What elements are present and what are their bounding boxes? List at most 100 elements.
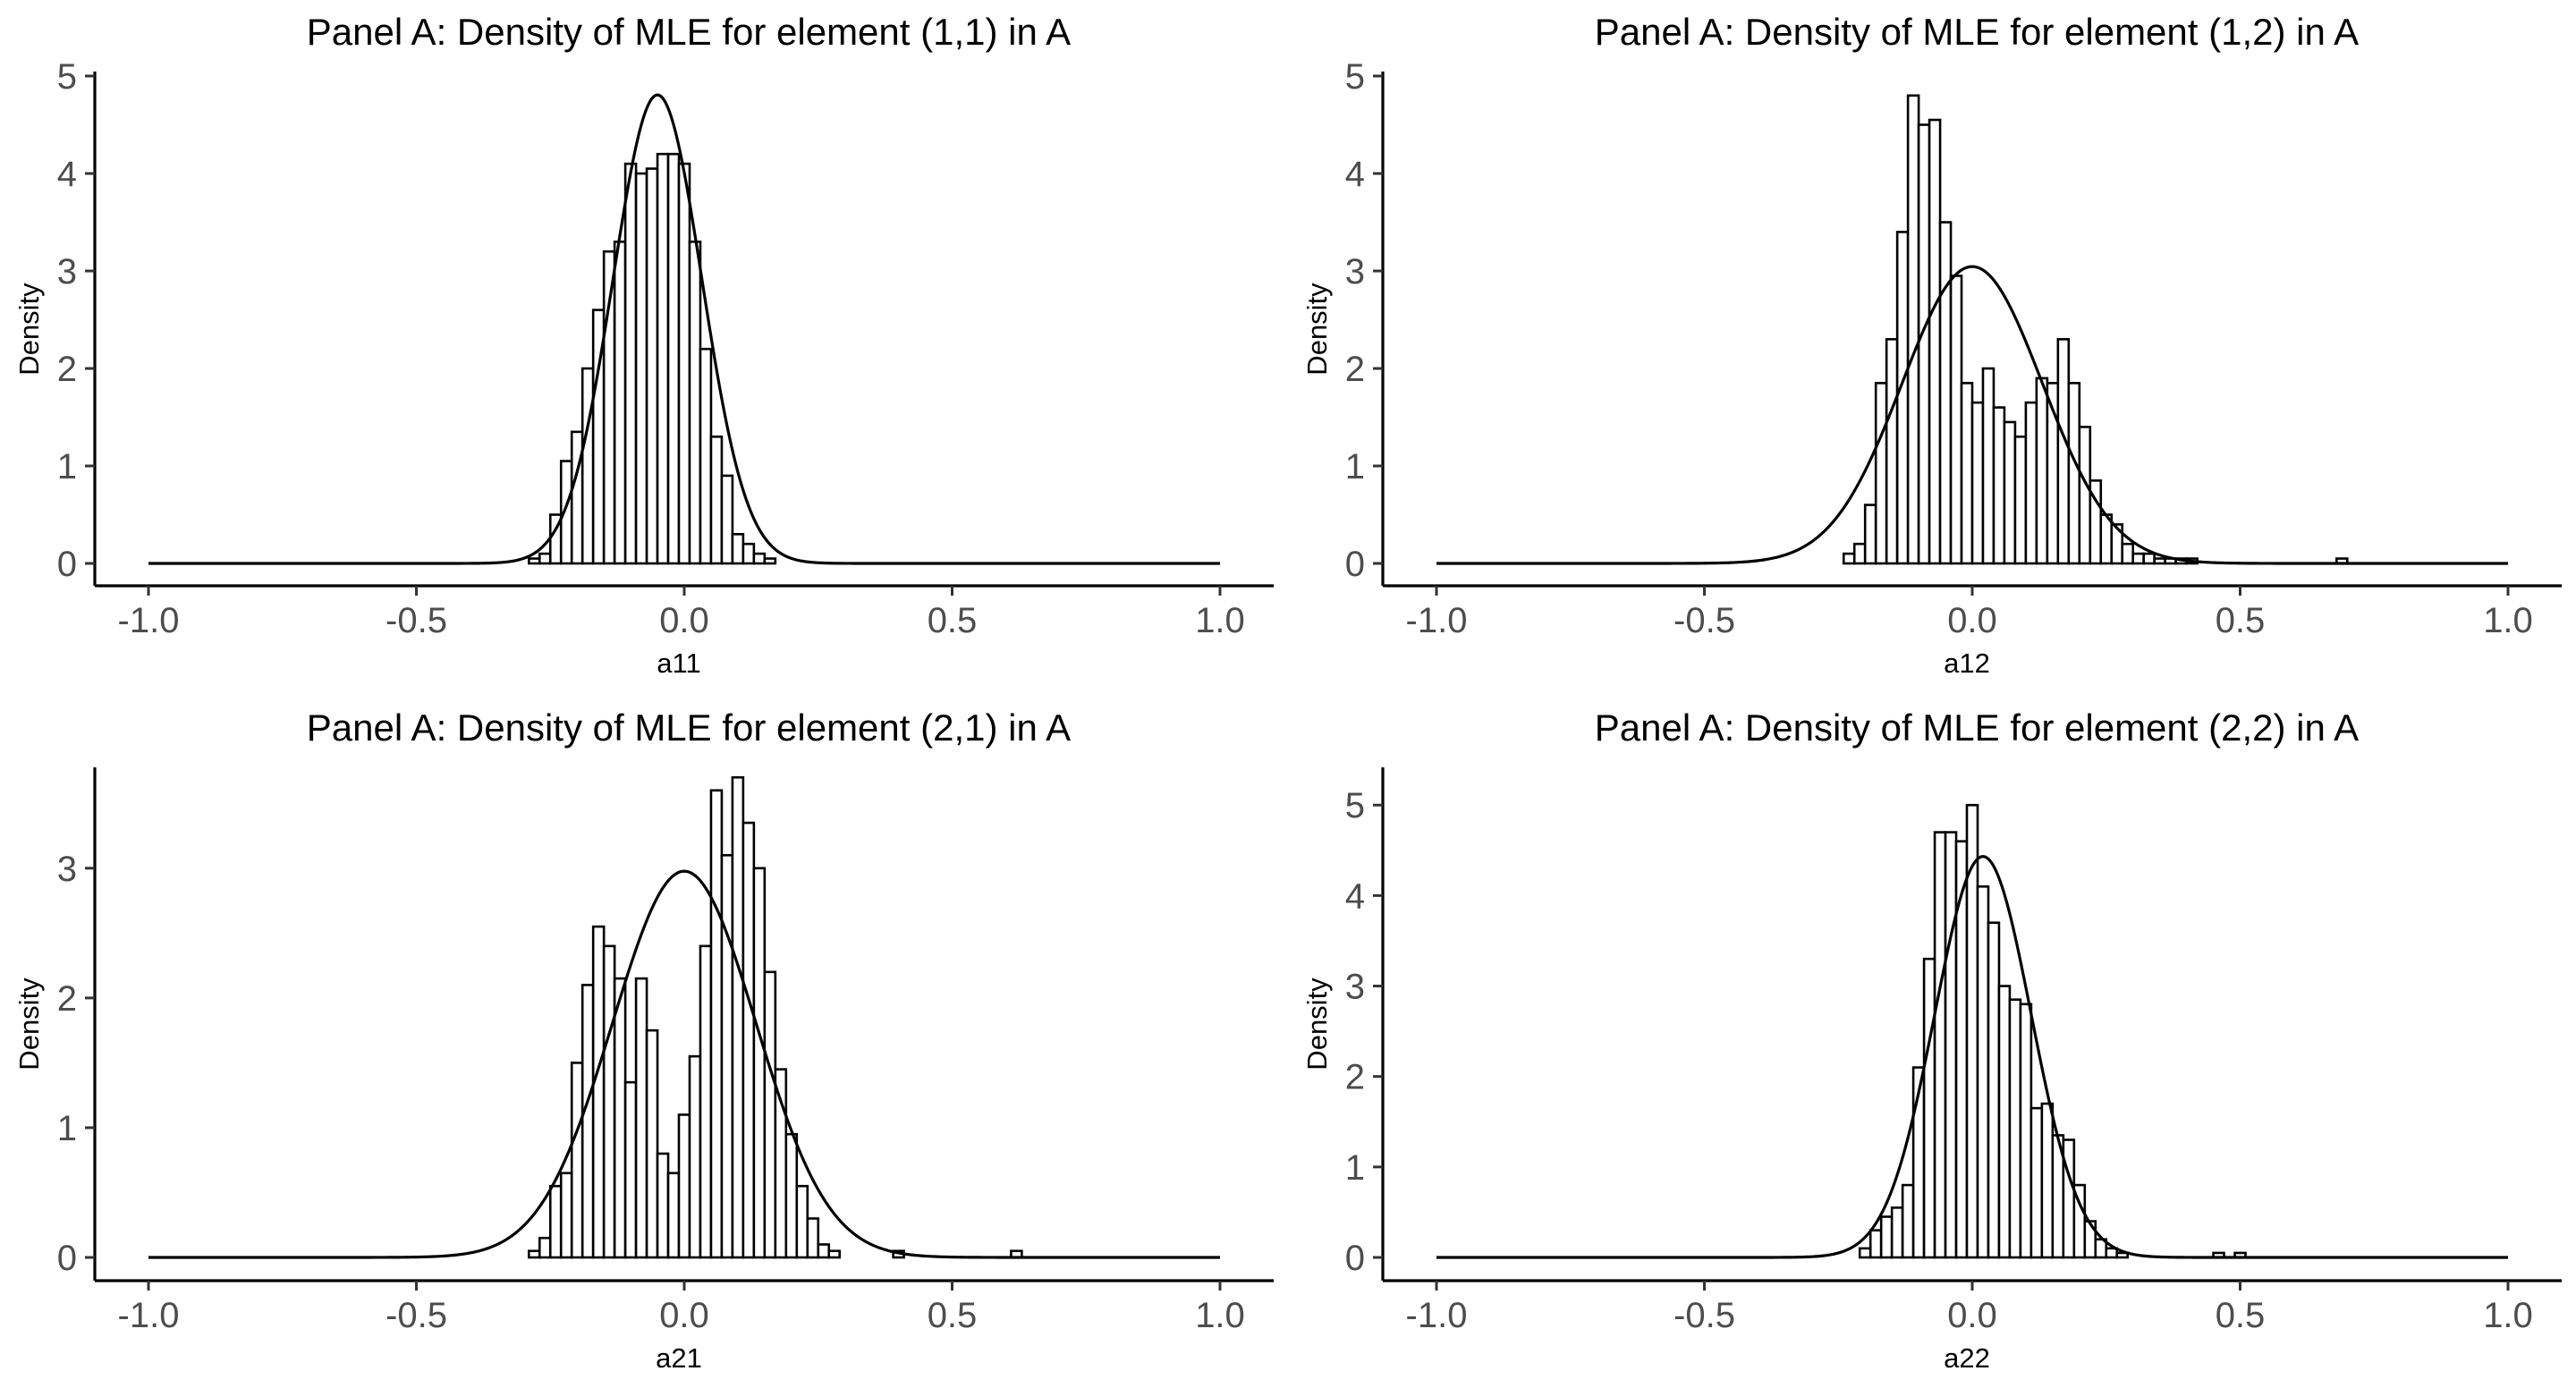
histogram-bar — [2029, 1106, 2044, 1259]
histogram-bar — [784, 1132, 799, 1259]
y-axis-label: Density — [1301, 978, 1333, 1071]
histogram-bar — [709, 789, 724, 1259]
histogram-bar — [548, 1184, 563, 1259]
x-tick-label: -0.5 — [386, 1296, 447, 1335]
histogram-bar — [666, 1172, 681, 1259]
x-tick-label: 1.0 — [1195, 601, 1245, 640]
histogram-bar — [538, 1236, 552, 1259]
y-axis-ticks: 0 1 2 3 4 5 — [57, 57, 95, 584]
histogram-bar — [2024, 401, 2038, 565]
x-tick-label: 0.5 — [2216, 601, 2266, 640]
x-tick-label: 0.0 — [1947, 601, 1997, 640]
histogram-bar — [666, 152, 681, 565]
histogram-bar — [688, 1054, 702, 1259]
x-tick-label: -0.5 — [1674, 1296, 1735, 1335]
x-tick-label: 0.5 — [928, 601, 978, 640]
panel-a21: Panel A: Density of MLE for element (2,1… — [13, 707, 1274, 1374]
histogram-bar — [602, 944, 616, 1259]
y-axis-ticks: 0 1 2 3 4 5 — [1345, 57, 1383, 584]
histogram-bar — [1981, 367, 1996, 565]
histogram-bar — [580, 984, 595, 1259]
x-axis-ticks: -1.0 -0.5 0.0 0.5 1.0 — [118, 586, 1245, 640]
y-tick-label: 5 — [1345, 57, 1365, 97]
histogram-bar — [2067, 382, 2081, 565]
x-tick-label: 1.0 — [1195, 1296, 1245, 1335]
x-axis-ticks: -1.0 -0.5 0.0 0.5 1.0 — [1406, 586, 2533, 640]
panel-a22: Panel A: Density of MLE for element (2,2… — [1301, 707, 2562, 1374]
histogram-bar — [741, 821, 756, 1259]
histogram-bar — [1944, 831, 1958, 1259]
panel-title: Panel A: Density of MLE for element (1,1… — [307, 11, 1071, 53]
histogram-bar — [559, 1172, 573, 1259]
histogram-bar — [634, 977, 648, 1259]
histogram-bar — [1949, 275, 1963, 565]
histogram-bar — [2142, 552, 2156, 565]
histogram-bar — [2078, 426, 2092, 565]
histogram-bar — [827, 1249, 842, 1259]
x-axis-label: a21 — [656, 1342, 702, 1374]
histogram-bar — [2019, 1003, 2033, 1259]
histogram-bar — [1928, 118, 1942, 565]
histogram-bar — [1852, 542, 1867, 565]
x-tick-label: 0.5 — [2216, 1296, 2266, 1335]
histogram-bar — [527, 557, 541, 565]
histogram-bar — [2121, 542, 2134, 565]
y-axis-ticks: 0 1 2 3 4 5 — [1345, 786, 1383, 1278]
panel-a11: Panel A: Density of MLE for element (1,1… — [13, 11, 1274, 679]
y-tick-label: 2 — [57, 350, 77, 389]
histogram-bar — [613, 977, 627, 1259]
x-tick-label: 0.0 — [659, 601, 709, 640]
histogram-bar — [1890, 1206, 1904, 1259]
histogram-bar — [817, 1243, 831, 1259]
x-axis-ticks: -1.0 -0.5 0.0 0.5 1.0 — [1406, 1281, 2533, 1335]
histogram-bar — [720, 853, 734, 1259]
histogram-bar — [623, 162, 638, 565]
histogram-bar — [2056, 337, 2071, 565]
histogram-bar — [634, 172, 648, 565]
x-tick-label: 0.5 — [928, 1296, 978, 1335]
y-axis-label: Density — [1301, 283, 1333, 376]
y-tick-label: 3 — [57, 850, 77, 889]
histogram-bar — [656, 152, 670, 565]
histogram-bar — [1970, 401, 1985, 565]
density-curve — [148, 93, 1220, 565]
histogram-bar — [570, 1062, 584, 1259]
panel-title: Panel A: Density of MLE for element (2,1… — [307, 707, 1071, 749]
histogram-bar — [763, 557, 777, 565]
x-tick-label: 1.0 — [2483, 1296, 2533, 1335]
y-tick-label: 0 — [1345, 1239, 1365, 1278]
histogram-bar — [1901, 1183, 1915, 1259]
histogram-bar — [2013, 435, 2028, 565]
histogram-bar — [2008, 998, 2022, 1259]
histogram-bar — [1842, 552, 1856, 565]
histogram-bar — [656, 1152, 670, 1259]
y-tick-label: 3 — [1345, 252, 1365, 292]
y-tick-label: 2 — [1345, 350, 1365, 389]
histogram-bar — [688, 240, 702, 565]
histogram-bar — [1874, 382, 1888, 565]
histogram-bar — [1938, 221, 1953, 565]
histogram-bar — [1906, 94, 1920, 565]
histogram-bar — [677, 162, 691, 565]
histogram-bar — [699, 347, 713, 565]
y-tick-label: 0 — [57, 545, 77, 584]
histogram-bar — [1885, 337, 1899, 565]
y-tick-label: 1 — [57, 1109, 77, 1148]
histogram-bar — [613, 240, 627, 565]
y-tick-label: 5 — [57, 57, 77, 97]
histogram-bar — [2003, 420, 2017, 565]
x-tick-label: -0.5 — [1674, 601, 1735, 640]
panel-title: Panel A: Density of MLE for element (1,2… — [1595, 11, 2359, 53]
histogram-bar — [1992, 406, 2006, 565]
y-axis-label: Density — [13, 283, 45, 376]
histogram-bar — [1879, 1215, 1894, 1259]
histogram-bar — [623, 1080, 638, 1259]
y-tick-label: 0 — [57, 1239, 77, 1278]
density-curve — [1436, 265, 2508, 565]
histogram-bar — [1863, 504, 1877, 565]
x-tick-label: -1.0 — [118, 1296, 180, 1335]
histogram-bar — [2062, 1138, 2076, 1259]
histogram-bar — [1933, 831, 1947, 1259]
y-tick-label: 5 — [1345, 786, 1365, 825]
